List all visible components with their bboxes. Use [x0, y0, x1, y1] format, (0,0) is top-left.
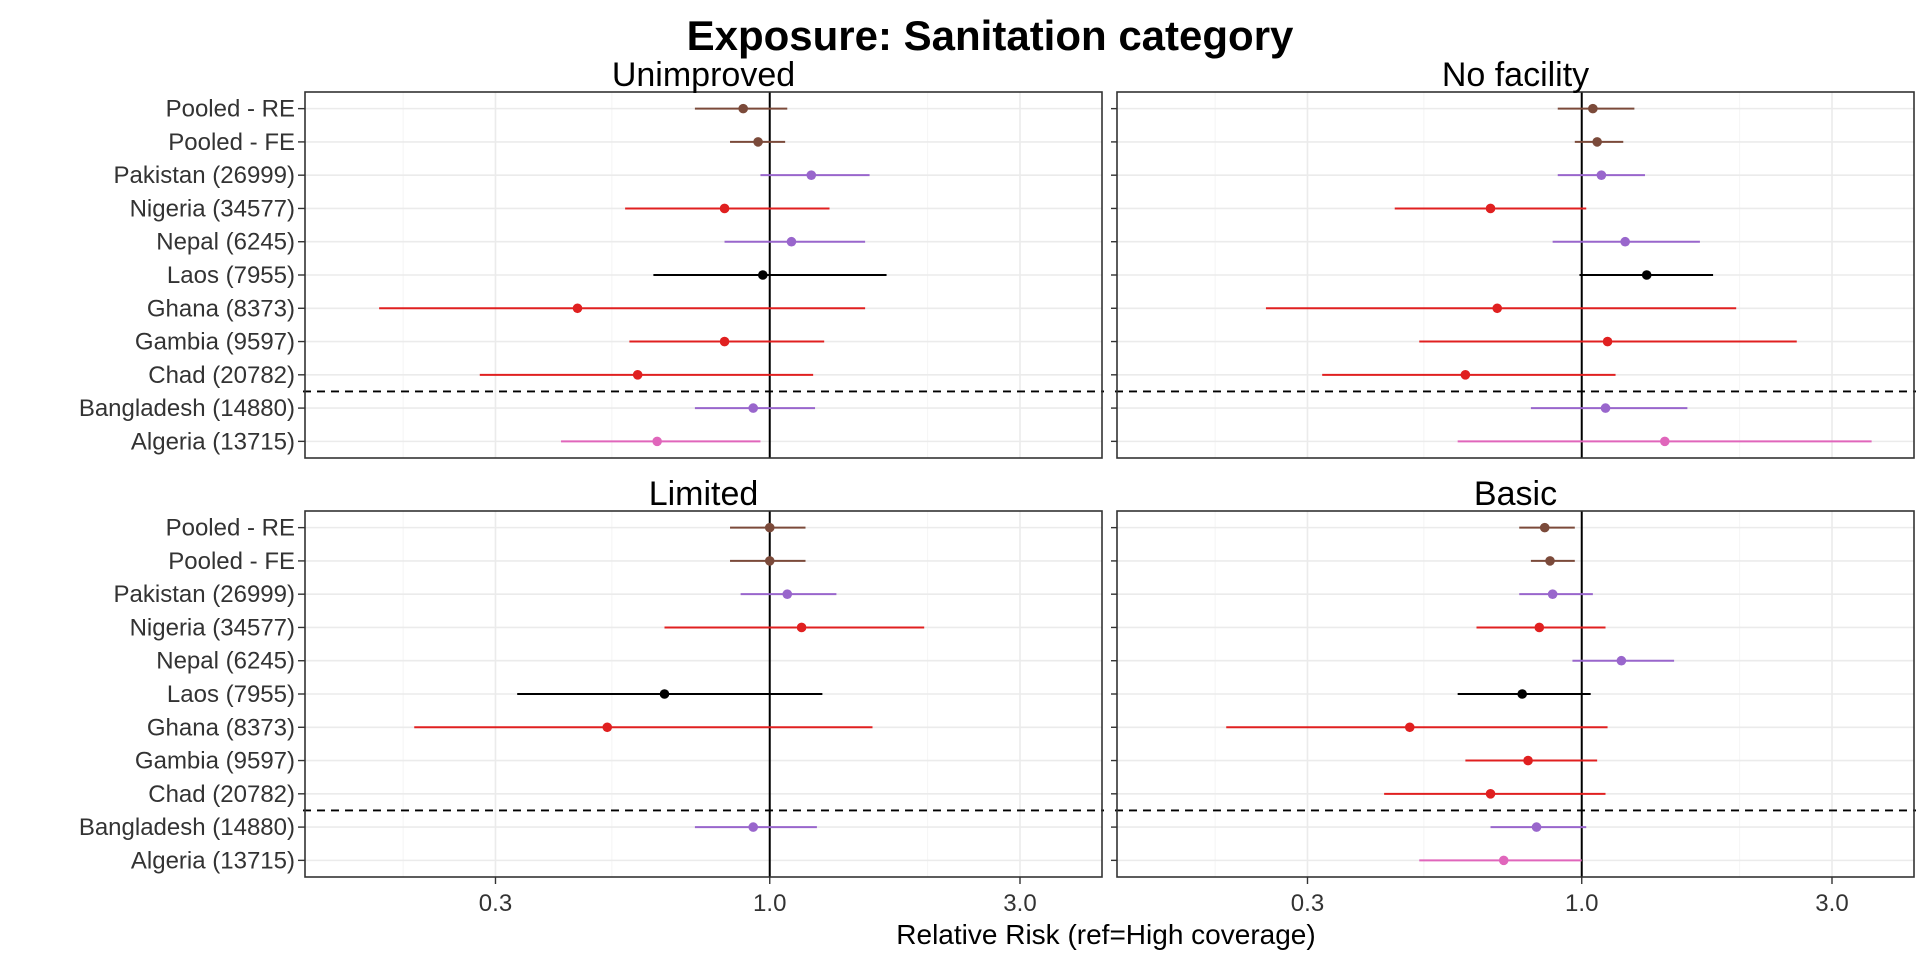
point-estimate: [1600, 403, 1611, 413]
panel-limited: Limited Pooled - RE Pooled - FE Pakistan (2…: [79, 475, 1104, 917]
x-axis-label: Relative Risk (ref=High coverage): [896, 919, 1315, 950]
y-tick-label: Laos (7955): [167, 262, 295, 289]
point-estimate: [748, 822, 759, 832]
point-estimate: [753, 137, 763, 147]
y-tick-label: Ghana (8373): [147, 295, 295, 322]
point-estimate: [1523, 755, 1533, 766]
y-tick-label: Pooled - RE: [166, 515, 295, 542]
y-tick-label: Nepal (6245): [156, 648, 295, 675]
point-estimate: [632, 370, 643, 380]
panel-title: Basic: [1474, 475, 1557, 513]
point-estimate: [748, 403, 759, 413]
panel-basic: Basic 0.3 1.0 3.0: [1111, 475, 1916, 917]
point-estimate: [1485, 203, 1496, 214]
point-estimate: [1592, 137, 1602, 147]
panel-title: Unimproved: [612, 56, 795, 94]
point-estimate: [1539, 522, 1550, 533]
y-tick-label: Nigeria (34577): [130, 195, 295, 222]
panel-no-facility: No facility: [1111, 56, 1916, 459]
y-tick-label: Chad (20782): [148, 781, 295, 808]
y-tick-label: Pooled - RE: [166, 96, 295, 123]
y-tick-label: Laos (7955): [167, 681, 295, 708]
y-tick-label: Pooled - FE: [168, 548, 295, 575]
x-tick-label: 3.0: [1815, 890, 1848, 917]
point-estimate: [1404, 722, 1415, 733]
point-estimate: [758, 270, 768, 280]
point-estimate: [1545, 556, 1555, 566]
y-tick-label: Algeria (13715): [131, 847, 295, 874]
point-estimate: [1616, 655, 1627, 666]
y-tick-label: Pooled - FE: [168, 129, 295, 156]
point-estimate: [796, 622, 807, 633]
y-tick-label: Algeria (13715): [131, 428, 295, 455]
point-estimate: [652, 436, 662, 447]
point-estimate: [1531, 822, 1542, 832]
y-tick-label: Nepal (6245): [156, 229, 295, 256]
y-tick-label: Chad (20782): [148, 362, 295, 389]
panel-unimproved: Unimproved Pooled - RE Pooled - FE Pakistan…: [79, 56, 1104, 459]
point-estimate: [1534, 622, 1545, 633]
point-estimate: [602, 722, 613, 733]
point-estimate: [1547, 589, 1558, 599]
panels: Unimproved Pooled - RE Pooled - FE Pakistan…: [79, 56, 1916, 917]
point-estimate: [1620, 236, 1630, 247]
y-tick-label: Pakistan (26999): [114, 162, 295, 189]
x-tick-label: 0.3: [479, 890, 512, 917]
y-tick-label: Ghana (8373): [147, 714, 295, 741]
point-estimate: [1641, 270, 1652, 280]
x-tick-label: 3.0: [1003, 890, 1036, 917]
point-estimate: [806, 170, 817, 180]
point-estimate: [782, 589, 793, 599]
point-estimate: [764, 556, 775, 566]
x-tick-label: 1.0: [1565, 890, 1598, 917]
y-tick-label: Nigeria (34577): [130, 614, 295, 641]
y-tick-label: Gambia (9597): [135, 329, 295, 356]
point-estimate: [1498, 855, 1509, 866]
y-tick-label: Bangladesh (14880): [79, 395, 295, 422]
point-estimate: [1660, 436, 1670, 447]
point-estimate: [719, 203, 730, 214]
point-estimate: [659, 689, 670, 699]
point-estimate: [1602, 336, 1613, 347]
y-tick-label: Bangladesh (14880): [79, 814, 295, 841]
y-tick-label: Pakistan (26999): [114, 581, 295, 608]
point-estimate: [1460, 370, 1471, 380]
point-estimate: [764, 522, 775, 533]
point-estimate: [786, 236, 797, 247]
point-estimate: [1588, 103, 1598, 114]
panel-title: Limited: [649, 475, 759, 513]
panel-title: No facility: [1442, 56, 1589, 94]
point-estimate: [1492, 303, 1503, 314]
point-estimate: [719, 336, 730, 347]
point-estimate: [1517, 689, 1528, 699]
point-estimate: [1485, 789, 1496, 799]
x-tick-label: 1.0: [753, 890, 786, 917]
point-estimate: [572, 303, 583, 314]
point-estimate: [738, 103, 748, 114]
x-tick-label: 0.3: [1291, 890, 1324, 917]
chart-title: Exposure: Sanitation category: [687, 12, 1294, 59]
y-tick-label: Gambia (9597): [135, 748, 295, 775]
point-estimate: [1596, 170, 1607, 180]
